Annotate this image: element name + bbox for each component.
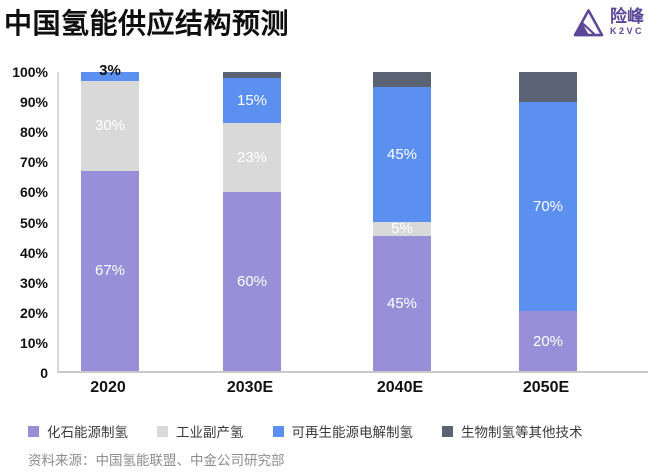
- plot-area: 67% 30% 3% 60% 23% 15% 45% 5% 45% 20% 70%: [57, 62, 648, 373]
- legend-swatch-icon: [157, 425, 168, 437]
- segment-value-label: 70%: [532, 198, 564, 216]
- k2vc-logo: 险峰 K2VC: [573, 8, 644, 37]
- y-axis-tick-label: 40%: [19, 244, 48, 261]
- logo-text: 险峰 K2VC: [610, 8, 644, 36]
- bar-segment: 23%: [223, 122, 281, 192]
- legend-swatch-icon: [442, 425, 453, 437]
- y-axis-tick-label: 10%: [19, 334, 48, 351]
- bar-segment: 15%: [223, 78, 281, 123]
- segment-value-label: 3%: [99, 62, 121, 80]
- mountain-triangle-icon: [573, 9, 604, 37]
- legend-swatch-icon: [28, 425, 39, 437]
- segment-value-label: 20%: [532, 332, 564, 350]
- bar-segment: 5%: [373, 220, 431, 238]
- bar-2040E: 45% 5% 45%: [373, 72, 431, 371]
- y-axis-tick-label: 80%: [19, 124, 48, 141]
- legend-label: 可再生能源电解制氢: [291, 425, 414, 440]
- legend-item: 化石能源制氢: [28, 421, 128, 441]
- bar-segment: [223, 72, 281, 78]
- y-axis-tick-label: 100%: [12, 64, 48, 80]
- legend: 化石能源制氢 工业副产氢 可再生能源电解制氢 生物制氢等其他技术: [28, 421, 583, 441]
- bar-segment: [519, 72, 577, 102]
- bar-segment: 45%: [373, 86, 431, 222]
- bar-2020: 67% 30% 3%: [81, 62, 139, 371]
- x-axis-category-label: 2050E: [522, 379, 570, 396]
- segment-value-label: 67%: [94, 262, 126, 280]
- bar-segment: [373, 72, 431, 87]
- logo-brand-name: 险峰: [609, 7, 644, 27]
- bar-segment: 3%: [81, 62, 139, 81]
- y-axis-tick-label: 0: [40, 365, 48, 381]
- bar-2030E: 60% 23% 15%: [223, 72, 281, 371]
- page-title: 中国氢能供应结构预测: [4, 8, 290, 39]
- y-axis-tick-label: 90%: [19, 94, 48, 111]
- segment-value-label: 45%: [386, 145, 418, 163]
- bar-segment: 45%: [373, 236, 431, 371]
- segment-value-label: 15%: [236, 91, 268, 109]
- y-axis: 100% 90% 80% 70% 60% 50% 40% 30% 20% 10% 0: [0, 65, 48, 380]
- y-axis-tick-label: 50%: [19, 214, 48, 231]
- legend-item: 工业副产氢: [157, 421, 244, 441]
- bar-segment: 60%: [223, 191, 281, 371]
- x-axis-category-label: 2040E: [376, 379, 424, 396]
- legend-label: 化石能源制氢: [47, 425, 128, 440]
- legend-item: 生物制氢等其他技术: [442, 421, 583, 441]
- x-axis-category-label: 2020: [90, 379, 126, 396]
- source-note: 资料来源：中国氢能联盟、中金公司研究部: [28, 453, 285, 468]
- x-axis-category-label: 2030E: [226, 379, 274, 396]
- bar-2050E: 20% 70%: [519, 72, 577, 371]
- logo-brand-sub: K2VC: [609, 26, 644, 37]
- y-axis-tick-label: 30%: [19, 274, 48, 291]
- legend-label: 工业副产氢: [176, 425, 244, 440]
- segment-value-label: 45%: [386, 295, 418, 313]
- bar-segment: 30%: [81, 80, 139, 171]
- y-axis-tick-label: 70%: [19, 154, 48, 171]
- legend-item: 可再生能源电解制氢: [272, 421, 414, 441]
- segment-value-label: 30%: [94, 117, 126, 135]
- segment-value-label: 5%: [391, 220, 413, 238]
- segment-value-label: 60%: [236, 272, 268, 290]
- x-axis-labels: 2020 2030E 2040E 2050E: [57, 379, 648, 401]
- segment-value-label: 23%: [236, 148, 268, 166]
- bar-segment: 67%: [81, 170, 139, 371]
- y-axis-tick-label: 20%: [19, 304, 48, 321]
- legend-label: 生物制氢等其他技术: [461, 425, 583, 440]
- bar-segment: 20%: [519, 311, 577, 371]
- y-axis-tick-label: 60%: [19, 184, 48, 201]
- bar-segment: 70%: [519, 101, 577, 312]
- legend-swatch-icon: [272, 425, 284, 437]
